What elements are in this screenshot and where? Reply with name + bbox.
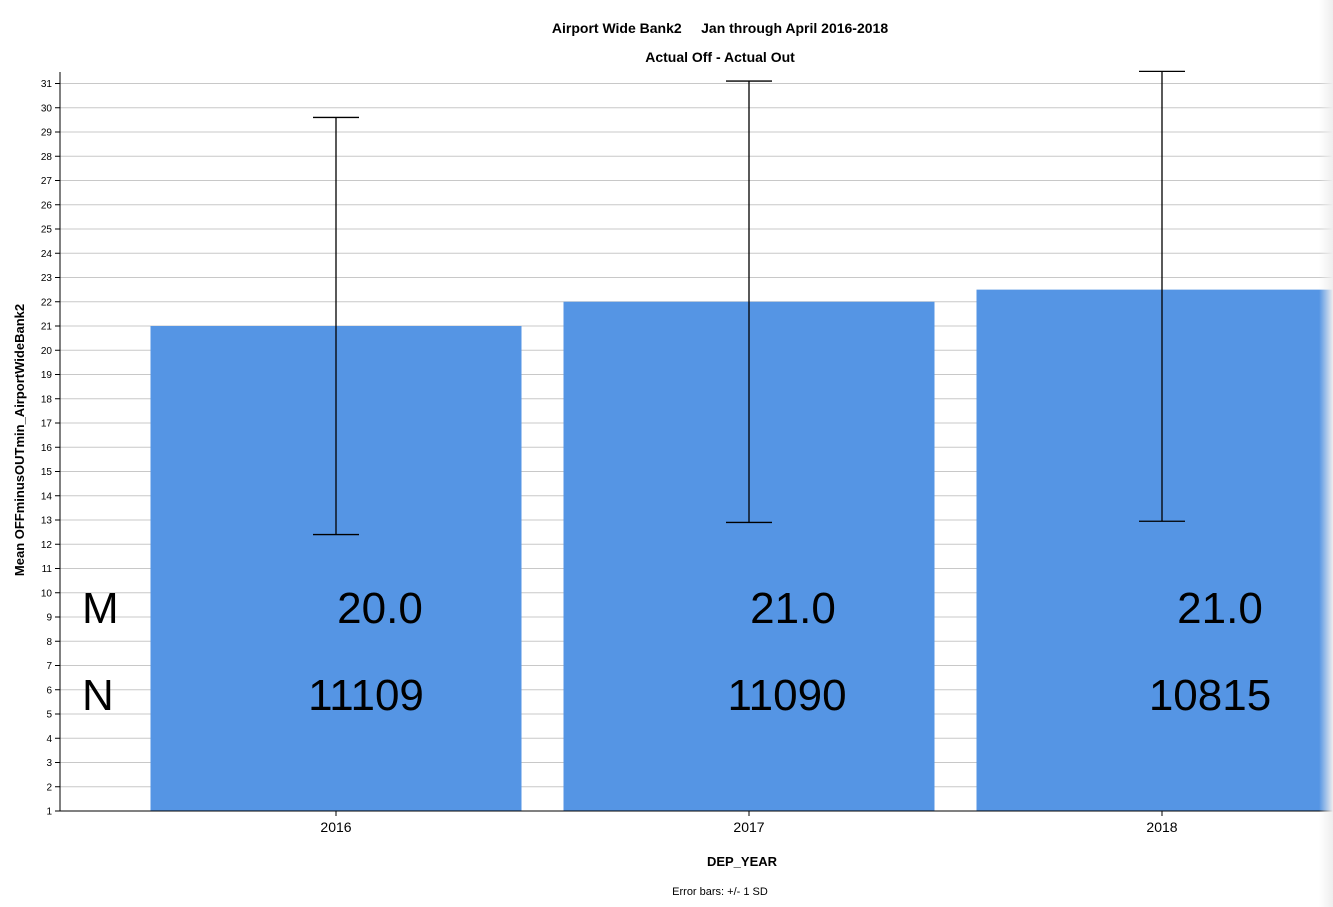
y-tick-label: 30	[41, 103, 53, 114]
n-label: N	[82, 671, 114, 720]
y-tick-label: 14	[41, 491, 53, 502]
y-tick-label: 12	[41, 540, 53, 551]
y-tick-label: 18	[41, 394, 53, 405]
y-tick-label: 3	[46, 758, 52, 769]
y-tick-label: 10	[41, 588, 53, 599]
mean-value-label: 20.0	[337, 584, 423, 633]
y-tick-label: 27	[41, 176, 53, 187]
y-tick-label: 29	[41, 128, 53, 139]
error-bars	[313, 70, 1185, 536]
count-value-label: 10815	[1149, 671, 1271, 720]
y-tick-label: 25	[41, 225, 53, 236]
x-tick-label: 2017	[733, 819, 764, 835]
chart-subtitle: Actual Off - Actual Out	[645, 49, 795, 65]
y-tick-label: 26	[41, 200, 53, 211]
mean-count-annotations: MN 20.0 21.0 21.0 11109 11090 10815	[82, 584, 1271, 720]
y-tick-label: 6	[46, 685, 52, 696]
y-tick-label: 13	[41, 516, 53, 527]
y-tick-label: 11	[42, 564, 53, 575]
y-tick-label: 5	[46, 710, 52, 721]
edge-shadow	[1319, 0, 1333, 907]
y-tick-label: 1	[46, 807, 52, 818]
y-axis-ticks: 1234567891011121314151617181920212223242…	[41, 79, 60, 818]
y-tick-label: 9	[46, 613, 52, 624]
x-axis-title: DEP_YEAR	[707, 854, 778, 869]
y-tick-label: 20	[41, 346, 53, 357]
bar-2018	[976, 289, 1333, 811]
mean-value-label: 21.0	[750, 584, 836, 633]
y-tick-label: 4	[46, 734, 52, 745]
error-bar-note: Error bars: +/- 1 SD	[672, 886, 768, 898]
y-tick-label: 8	[46, 637, 52, 648]
y-tick-label: 21	[41, 322, 53, 333]
y-tick-label: 19	[41, 370, 53, 381]
y-tick-label: 17	[41, 419, 53, 430]
y-tick-label: 22	[41, 297, 53, 308]
x-tick-label: 2018	[1146, 819, 1177, 835]
x-axis-ticks: 2016 2017 2018	[320, 811, 1178, 835]
m-label: M	[82, 584, 119, 633]
y-tick-label: 24	[41, 249, 53, 260]
y-tick-label: 28	[41, 152, 53, 163]
bars	[150, 289, 1333, 811]
chart-title: Airport Wide Bank2 Jan through April 201…	[552, 20, 888, 36]
y-tick-label: 7	[46, 661, 52, 672]
y-tick-label: 15	[41, 467, 53, 478]
y-tick-label: 31	[41, 79, 53, 90]
x-tick-label: 2016	[320, 819, 351, 835]
y-tick-label: 2	[46, 782, 52, 793]
count-value-label: 11109	[308, 671, 424, 720]
count-value-label: 11090	[727, 671, 846, 720]
y-tick-label: 23	[41, 273, 53, 284]
mean-value-label: 21.0	[1177, 584, 1263, 633]
y-axis-title: Mean OFFminusOUTmin_AirportWideBank2	[12, 304, 27, 576]
y-tick-label: 16	[41, 443, 53, 454]
